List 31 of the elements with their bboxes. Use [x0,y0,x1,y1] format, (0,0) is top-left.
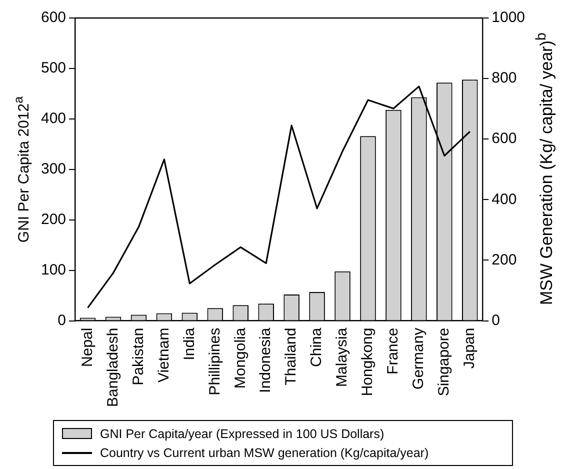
legend-label: GNI Per Capita/year (Expressed in 100 US Dollars) [100,426,384,440]
y-tick-label: 300 [40,160,66,178]
x-tick-label: India [180,327,198,360]
y2-tick-label: 400 [492,190,517,208]
x-tick-label: Thailand [282,328,300,386]
x-tick-label: Pakistan [130,328,147,386]
y2-tick-label: 1000 [492,9,526,26]
y-tick-label: 500 [40,60,66,77]
y2-tick-label: 200 [492,251,517,268]
legend-label: Country vs Current urban MSW generation (Kg/capita/year) [100,446,429,460]
y2-tick-label: 0 [492,312,500,329]
x-tick-label: Phillipines [206,328,224,396]
y-tick-label: 600 [40,9,66,26]
y2-tick-label: 800 [492,70,517,87]
y-tick-label: 400 [40,110,66,128]
x-tick-label: China [308,327,326,367]
y2-tick-label: 600 [492,130,517,148]
x-tick-label: Germany [410,327,428,390]
x-tick-label: Nepal [78,328,96,367]
x-tick-label: Indonesia [257,327,274,393]
x-tick-label: Japan [461,328,478,369]
x-tick-label: Malaysia [334,327,351,387]
y-tick-label: 100 [40,261,66,278]
y-tick-label: 0 [58,312,66,329]
x-tick-label: Singapore [436,328,453,396]
x-tick-label: Bangladesh [104,328,122,407]
x-tick-label: France [384,328,402,374]
y-tick-label: 200 [40,210,66,228]
x-tick-label: Hongkong [359,328,376,396]
x-tick-label: Vietnam [155,328,172,383]
x-tick-label: Mongolia [232,327,249,389]
